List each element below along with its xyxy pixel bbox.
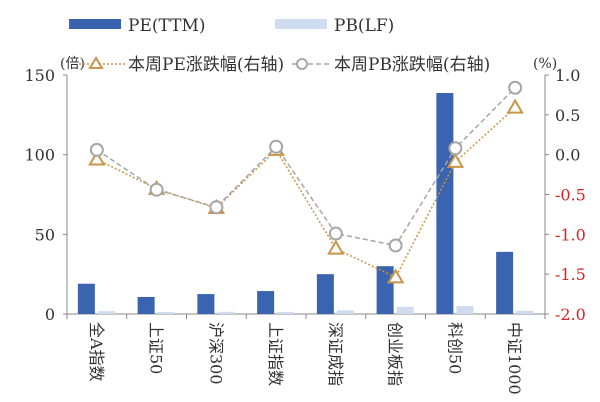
bar-pb (277, 311, 295, 314)
x-tick-label: 沪深300 (206, 322, 225, 385)
bar-pb (157, 312, 175, 314)
x-tick-label: 深证成指 (326, 322, 345, 386)
legend-pe-swatch (69, 19, 121, 29)
line-circle (96, 87, 516, 247)
x-tick-label: 创业板指 (386, 322, 405, 386)
bar-pb (516, 310, 534, 314)
bar-pe (436, 93, 454, 314)
legend-circle-icon (296, 58, 308, 70)
point-circle (508, 80, 523, 95)
right-tick-label: 0.0 (555, 146, 580, 165)
bar-pe (376, 266, 394, 314)
bar-pe (137, 296, 155, 314)
point-circle (328, 226, 343, 241)
left-tick-label: 50 (35, 225, 55, 244)
legend-pb-change-label: 本周PB涨跌幅(右轴) (334, 55, 490, 75)
x-tick-label: 全A指数 (87, 322, 106, 382)
x-tick-label: 上证指数 (266, 322, 285, 386)
legend-triangle-icon (88, 56, 104, 69)
x-tick-label: 中证1000 (505, 322, 524, 395)
point-circle (388, 238, 403, 253)
x-tick-label: 科创50 (445, 322, 464, 374)
point-circle (89, 142, 104, 157)
bar-pe (316, 274, 334, 314)
x-tick-label: 上证50 (147, 322, 166, 374)
bar-pb (396, 306, 414, 314)
bar-pe (257, 291, 275, 314)
left-tick-label: 150 (24, 66, 55, 85)
point-circle (448, 141, 463, 156)
right-tick-label: 0.5 (555, 106, 580, 125)
left-axis-label: (倍) (60, 56, 85, 72)
legend-pb-swatch (275, 19, 327, 29)
right-tick-label: -0.5 (555, 186, 586, 205)
bar-pb (217, 311, 235, 314)
bar-pb (456, 306, 474, 314)
point-circle (209, 200, 224, 215)
point-circle (269, 139, 284, 154)
right-axis-label: (%) (533, 56, 557, 72)
point-triangle (506, 98, 524, 114)
point-triangle (386, 268, 405, 284)
point-triangle (88, 150, 106, 166)
legend-pe-change-label: 本周PE涨跌幅(右轴) (128, 55, 284, 75)
left-tick-label: 100 (24, 146, 55, 165)
bar-pb (336, 310, 354, 314)
point-circle (149, 182, 164, 197)
right-tick-label: -1.0 (555, 225, 586, 244)
bar-pe (77, 283, 95, 314)
bar-pe (197, 294, 215, 314)
bar-pe (496, 251, 514, 314)
right-tick-label: -1.5 (555, 265, 586, 284)
right-tick-label: -2.0 (555, 305, 586, 324)
left-tick-label: 0 (45, 305, 55, 324)
point-triangle (446, 152, 465, 168)
right-tick-label: 1.0 (555, 66, 580, 85)
bar-pb (97, 311, 115, 314)
legend-pe-label: PE(TTM) (128, 16, 206, 36)
point-triangle (327, 239, 345, 255)
legend-pb-label: PB(LF) (334, 16, 394, 36)
